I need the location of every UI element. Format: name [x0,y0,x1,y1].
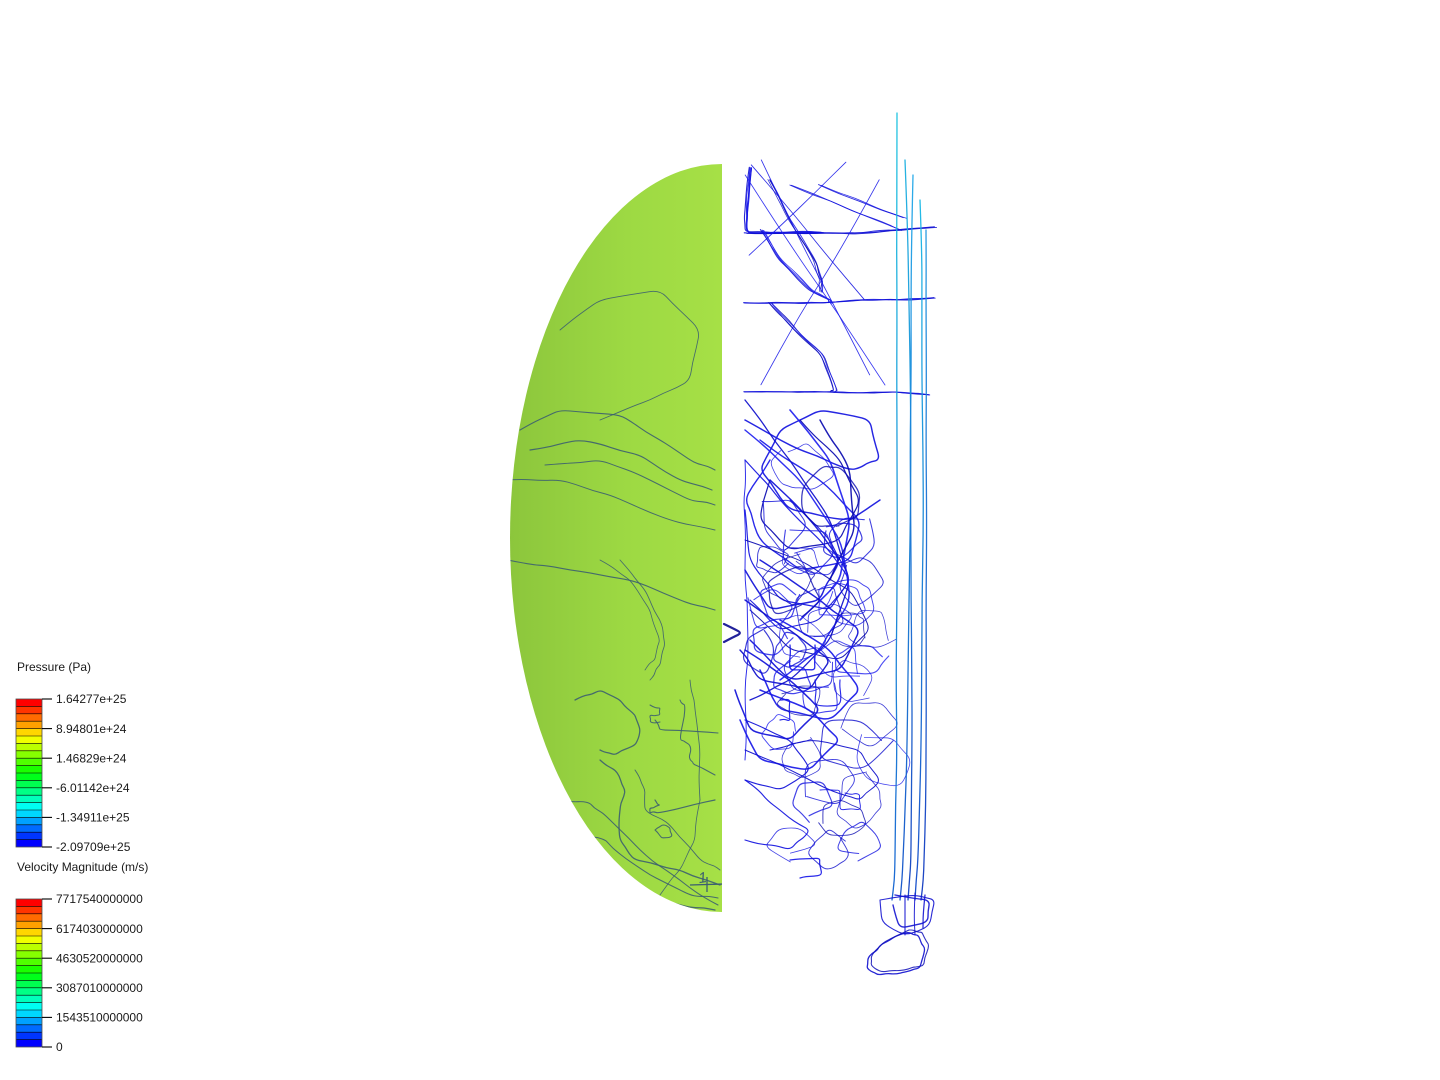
svg-text:Pressure (Pa): Pressure (Pa) [17,660,91,674]
svg-text:-6.01142e+24: -6.01142e+24 [56,781,130,795]
svg-text:1543510000000: 1543510000000 [56,1011,143,1025]
svg-text:1.64277e+25: 1.64277e+25 [56,692,127,706]
svg-text:0: 0 [56,1040,63,1054]
svg-text:4630520000000: 4630520000000 [56,951,143,965]
svg-text:Velocity Magnitude (m/s): Velocity Magnitude (m/s) [17,860,148,874]
svg-text:6174030000000: 6174030000000 [56,922,143,936]
svg-text:1.46829e+24: 1.46829e+24 [56,751,127,765]
svg-text:7717540000000: 7717540000000 [56,892,143,906]
svg-text:-1.34911e+25: -1.34911e+25 [56,811,130,825]
svg-text:-2.09709e+25: -2.09709e+25 [56,840,131,854]
svg-text:8.94801e+24: 8.94801e+24 [56,722,127,736]
svg-text:3087010000000: 3087010000000 [56,981,143,995]
